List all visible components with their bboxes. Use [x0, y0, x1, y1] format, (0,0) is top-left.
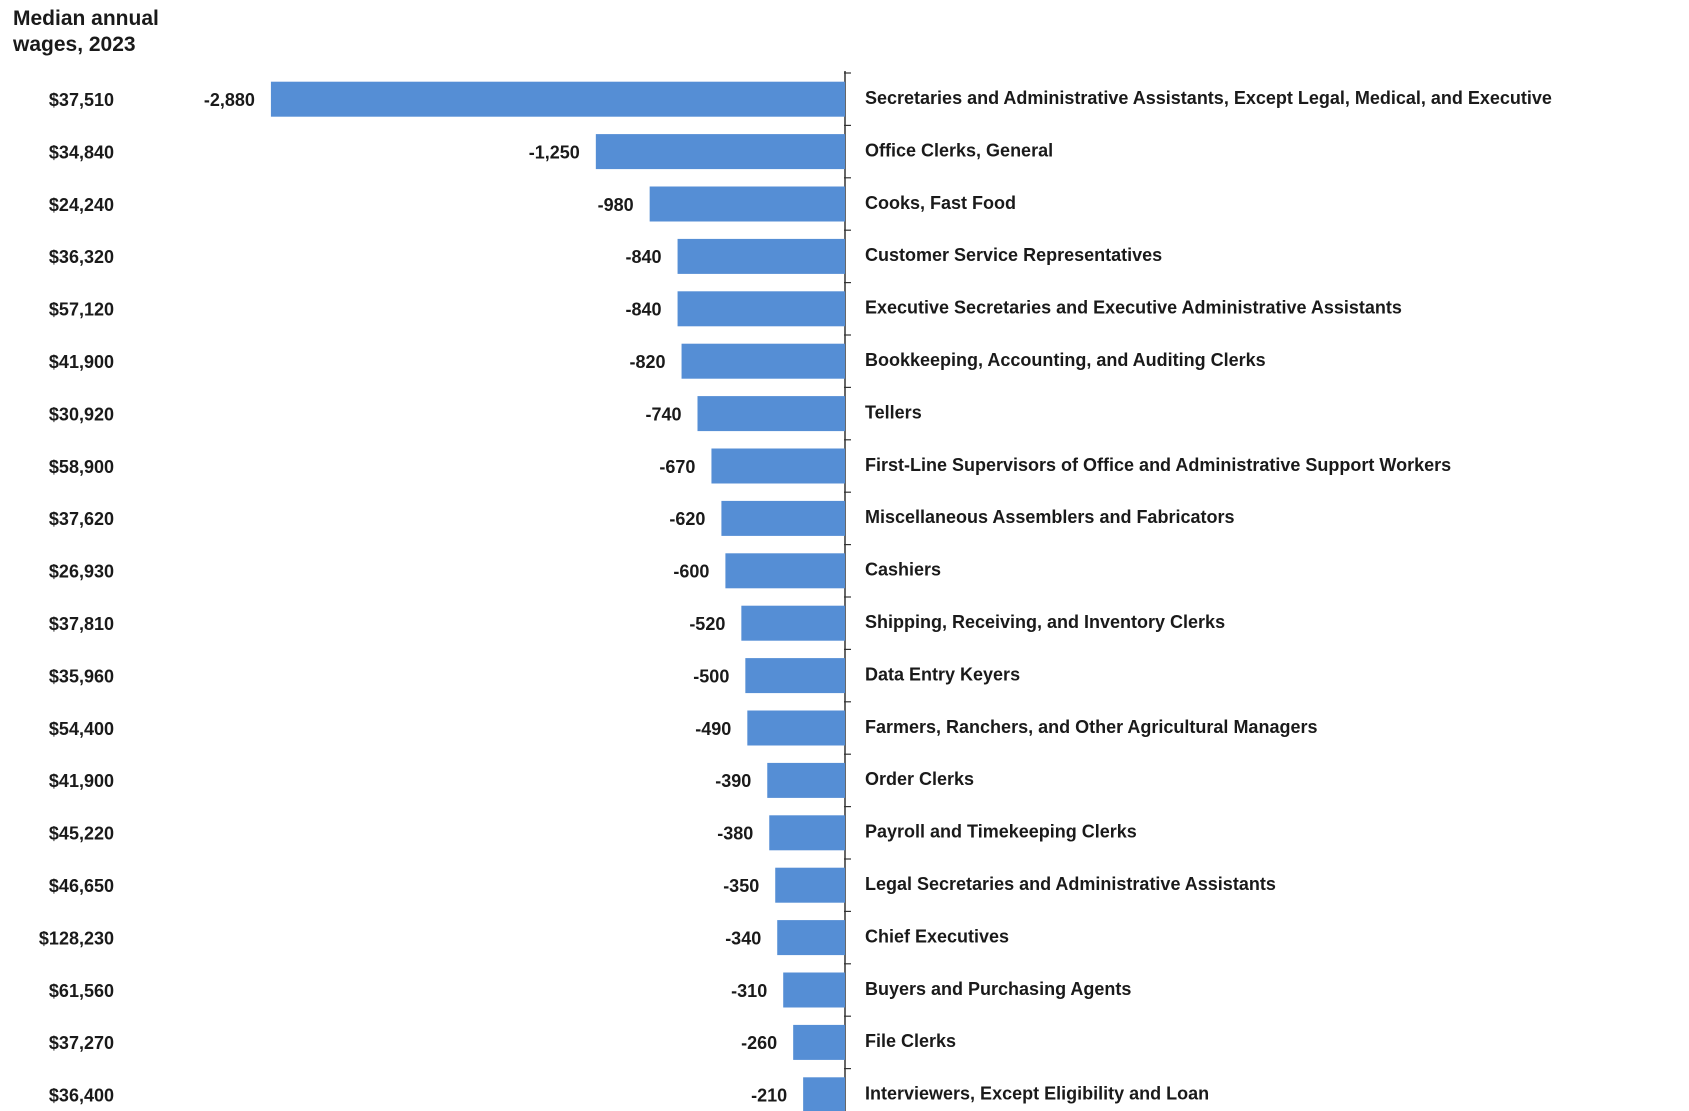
wage-label: $37,810 — [49, 614, 114, 634]
value-label: -260 — [741, 1033, 777, 1053]
wage-label: $35,960 — [49, 666, 114, 686]
category-label: Farmers, Ranchers, and Other Agricultura… — [865, 717, 1317, 737]
wage-label: $36,400 — [49, 1086, 114, 1106]
wage-label: $46,650 — [49, 876, 114, 896]
bar — [681, 343, 845, 379]
category-label: Executive Secretaries and Executive Admi… — [865, 298, 1402, 318]
category-label: Data Entry Keyers — [865, 664, 1020, 684]
wage-label: $57,120 — [49, 300, 114, 320]
wage-label: $37,620 — [49, 509, 114, 529]
bar — [649, 186, 845, 222]
category-label: Cashiers — [865, 560, 941, 580]
value-label: -390 — [715, 771, 751, 791]
wage-label: $41,900 — [49, 352, 114, 372]
value-label: -1,250 — [529, 142, 580, 162]
category-label: Legal Secretaries and Administrative Ass… — [865, 874, 1276, 894]
wage-label: $41,900 — [49, 771, 114, 791]
wage-label: $36,320 — [49, 247, 114, 267]
bar — [725, 553, 845, 589]
value-label: -310 — [731, 981, 767, 1001]
category-label: Shipping, Receiving, and Inventory Clerk… — [865, 612, 1225, 632]
category-label: Order Clerks — [865, 769, 974, 789]
value-label: -600 — [673, 562, 709, 582]
value-label: -500 — [693, 666, 729, 686]
category-label: Buyers and Purchasing Agents — [865, 979, 1131, 999]
value-label: -740 — [645, 404, 681, 424]
value-label: -520 — [689, 614, 725, 634]
value-label: -2,880 — [204, 90, 255, 110]
wage-label: $34,840 — [49, 142, 114, 162]
chart-title: Median annual wages, 2023 — [13, 7, 159, 56]
bar — [595, 134, 845, 170]
value-label: -840 — [626, 300, 662, 320]
wage-label: $37,270 — [49, 1033, 114, 1053]
category-label: Customer Service Representatives — [865, 245, 1162, 265]
bar — [697, 396, 845, 432]
value-label: -340 — [725, 928, 761, 948]
category-label: Payroll and Timekeeping Clerks — [865, 822, 1137, 842]
wage-label: $58,900 — [49, 457, 114, 477]
wage-label: $24,240 — [49, 195, 114, 215]
value-label: -210 — [751, 1086, 787, 1106]
bar — [803, 1077, 845, 1111]
bar — [793, 1024, 845, 1060]
bar — [677, 291, 845, 327]
bar — [775, 867, 845, 903]
value-label: -620 — [669, 509, 705, 529]
bar — [270, 81, 845, 117]
category-label: Interviewers, Except Eligibility and Loa… — [865, 1084, 1209, 1104]
category-label: Office Clerks, General — [865, 140, 1053, 160]
bar — [745, 658, 845, 694]
value-label: -820 — [630, 352, 666, 372]
bar — [769, 815, 845, 851]
category-label: Secretaries and Administrative Assistant… — [865, 88, 1552, 108]
wage-label: $26,930 — [49, 562, 114, 582]
wage-label: $61,560 — [49, 981, 114, 1001]
bar — [741, 605, 845, 641]
bar — [783, 972, 845, 1008]
value-label: -670 — [659, 457, 695, 477]
wage-label: $128,230 — [39, 928, 114, 948]
bar — [721, 500, 845, 536]
wage-label: $30,920 — [49, 404, 114, 424]
category-label: First-Line Supervisors of Office and Adm… — [865, 455, 1451, 475]
category-label: Tellers — [865, 402, 922, 422]
bar — [777, 920, 845, 956]
bar — [747, 710, 845, 746]
category-label: Cooks, Fast Food — [865, 193, 1016, 213]
value-label: -490 — [695, 719, 731, 739]
bar — [677, 238, 845, 274]
category-label: Miscellaneous Assemblers and Fabricators — [865, 507, 1234, 527]
value-label: -980 — [598, 195, 634, 215]
bar — [711, 448, 845, 484]
category-label: Bookkeeping, Accounting, and Auditing Cl… — [865, 350, 1266, 370]
category-label: File Clerks — [865, 1031, 956, 1051]
wage-label: $54,400 — [49, 719, 114, 739]
bar — [767, 762, 845, 798]
category-label: Chief Executives — [865, 926, 1009, 946]
wage-label: $37,510 — [49, 90, 114, 110]
value-label: -350 — [723, 876, 759, 896]
value-label: -840 — [626, 247, 662, 267]
value-label: -380 — [717, 824, 753, 844]
wage-label: $45,220 — [49, 824, 114, 844]
